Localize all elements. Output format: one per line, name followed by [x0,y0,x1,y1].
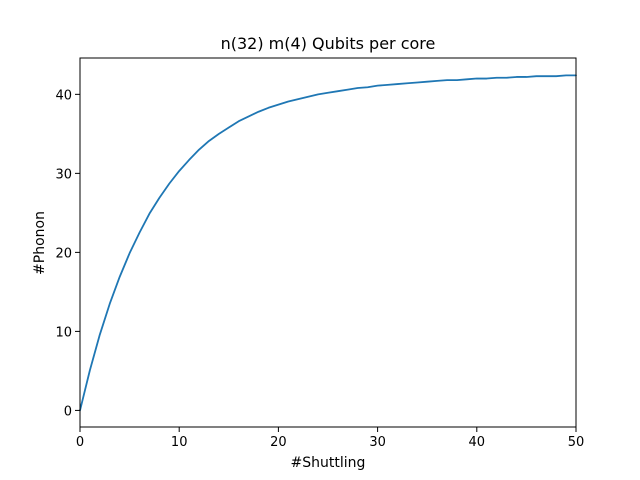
plot-area [79,74,577,412]
x-tick-label: 40 [469,435,486,450]
x-tick-label: 50 [568,435,585,450]
x-tick-label: 30 [369,435,386,450]
x-tick-label: 0 [76,435,84,450]
y-tick-label: 30 [55,167,72,182]
series-line [79,74,577,412]
x-tick-label: 10 [171,435,188,450]
x-axis: 0 10 20 30 40 50 [76,427,584,450]
plot-frame [79,57,577,428]
y-tick-label: 10 [55,325,72,340]
y-tick-label: 20 [55,246,72,261]
y-tick-label: 0 [64,404,72,419]
x-axis-label: #Shuttling [291,455,366,471]
x-tick-label: 20 [270,435,287,450]
chart-title: n(32) m(4) Qubits per core [221,34,436,53]
y-axis: 0 10 20 30 40 [55,88,80,419]
y-axis-label: #Phonon [32,211,48,275]
y-tick-label: 40 [55,88,72,103]
